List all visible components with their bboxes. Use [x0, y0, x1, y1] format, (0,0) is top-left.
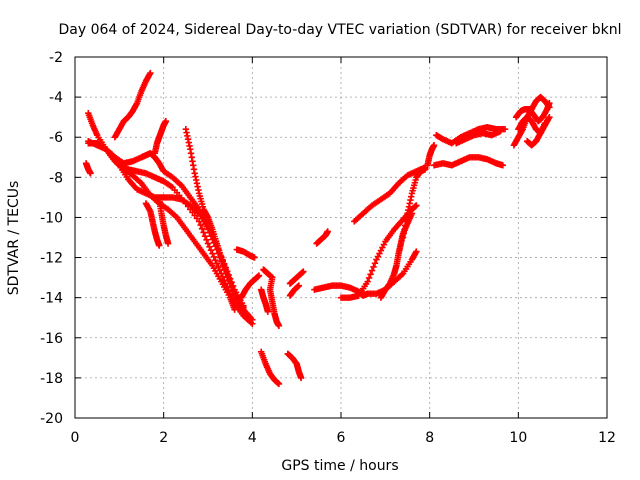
series-track-n [258, 348, 283, 388]
data-point-marker [147, 69, 154, 77]
series-track-ee [524, 119, 549, 149]
series-track-v [377, 210, 416, 301]
y-tick-label: -20 [40, 411, 63, 427]
data-point-marker [430, 142, 438, 149]
x-tick-label: 6 [337, 430, 346, 446]
data-point-marker [164, 240, 172, 247]
series-track-s [311, 248, 420, 299]
data-point-marker [212, 257, 219, 264]
axis-ticks: 0 2 4 6 8 10 12 -2 -4 -6 -8 -10 -12 -14 -16 -18 -20 [40, 50, 616, 446]
chart-title: Day 064 of 2024, Sidereal Day-to-day VTE… [59, 22, 622, 38]
data-point-marker [264, 308, 272, 315]
series-track-z [453, 128, 504, 147]
y-tick-label: -2 [49, 50, 63, 66]
data-point-marker [197, 221, 204, 229]
data-points [82, 69, 553, 388]
data-point-marker [546, 113, 553, 121]
y-tick-label: -12 [40, 251, 63, 267]
data-point-marker [249, 316, 256, 323]
y-tick-label: -18 [40, 371, 63, 387]
series-track-o [286, 268, 307, 287]
data-point-marker [365, 274, 373, 282]
series-track-y [430, 154, 507, 169]
data-point-marker [251, 254, 258, 261]
data-point-marker [295, 282, 303, 289]
data-point-marker [541, 119, 549, 127]
y-tick-label: -4 [49, 90, 63, 106]
series-track-g [156, 196, 172, 247]
y-tick-label: -6 [49, 130, 63, 146]
series-track-q [284, 350, 305, 382]
data-point-marker [255, 272, 263, 279]
data-point-marker [367, 271, 374, 278]
data-point-marker [215, 263, 222, 271]
data-point-marker [501, 126, 509, 133]
data-point-marker [87, 170, 94, 177]
x-tick-label: 2 [159, 430, 168, 446]
data-point-marker [371, 260, 379, 267]
series-track-t [337, 202, 420, 301]
data-point-marker [210, 253, 218, 261]
data-point-marker [240, 304, 247, 311]
x-tick-label: 0 [71, 430, 80, 446]
series-track-cc [512, 99, 553, 125]
x-tick-label: 4 [248, 430, 257, 446]
series-track-ff [82, 160, 94, 177]
data-point-marker [213, 260, 221, 267]
data-point-marker [206, 229, 213, 237]
series-track-k [238, 272, 263, 301]
series-track-r [313, 228, 331, 247]
data-point-marker [413, 202, 420, 209]
data-point-marker [370, 263, 377, 271]
data-point-marker [297, 374, 305, 382]
x-tick-label: 10 [509, 430, 527, 446]
data-point-marker [275, 322, 283, 329]
y-tick-label: -8 [49, 170, 63, 186]
series-track-f [151, 117, 170, 157]
series-track-l [260, 266, 283, 329]
data-point-marker [201, 232, 209, 240]
series-track-j [233, 246, 258, 261]
x-tick-label: 12 [598, 430, 616, 446]
data-point-marker [300, 268, 307, 275]
y-tick-label: -16 [40, 331, 63, 347]
data-point-marker [413, 248, 420, 255]
data-point-marker [162, 117, 170, 125]
series-track-p [286, 282, 303, 299]
y-tick-label: -14 [40, 291, 63, 307]
data-point-marker [204, 240, 212, 247]
data-point-marker [546, 99, 553, 107]
data-point-marker [364, 278, 371, 285]
data-point-marker [198, 225, 206, 233]
y-axis-label: SDTVAR / TECUs [6, 181, 22, 296]
data-point-marker [206, 243, 213, 251]
data-point-marker [203, 236, 210, 244]
data-point-marker [368, 267, 376, 274]
data-point-marker [422, 166, 429, 173]
series-track-m [258, 286, 272, 315]
series-track-w [399, 166, 429, 241]
series-track-h [182, 126, 247, 311]
series-track-e [111, 69, 154, 141]
data-point-marker [497, 128, 504, 135]
data-point-marker [200, 229, 207, 236]
series-track-aa [424, 142, 438, 169]
data-point-marker [275, 380, 283, 388]
data-point-marker [209, 250, 216, 257]
data-point-marker [499, 162, 507, 169]
data-point-marker [207, 247, 215, 254]
x-tick-label: 8 [425, 430, 434, 446]
y-tick-label: -10 [40, 210, 63, 226]
series-track-i [142, 200, 163, 249]
data-point-marker [156, 242, 163, 249]
x-axis-label: GPS time / hours [281, 458, 398, 474]
data-point-marker [324, 228, 331, 235]
